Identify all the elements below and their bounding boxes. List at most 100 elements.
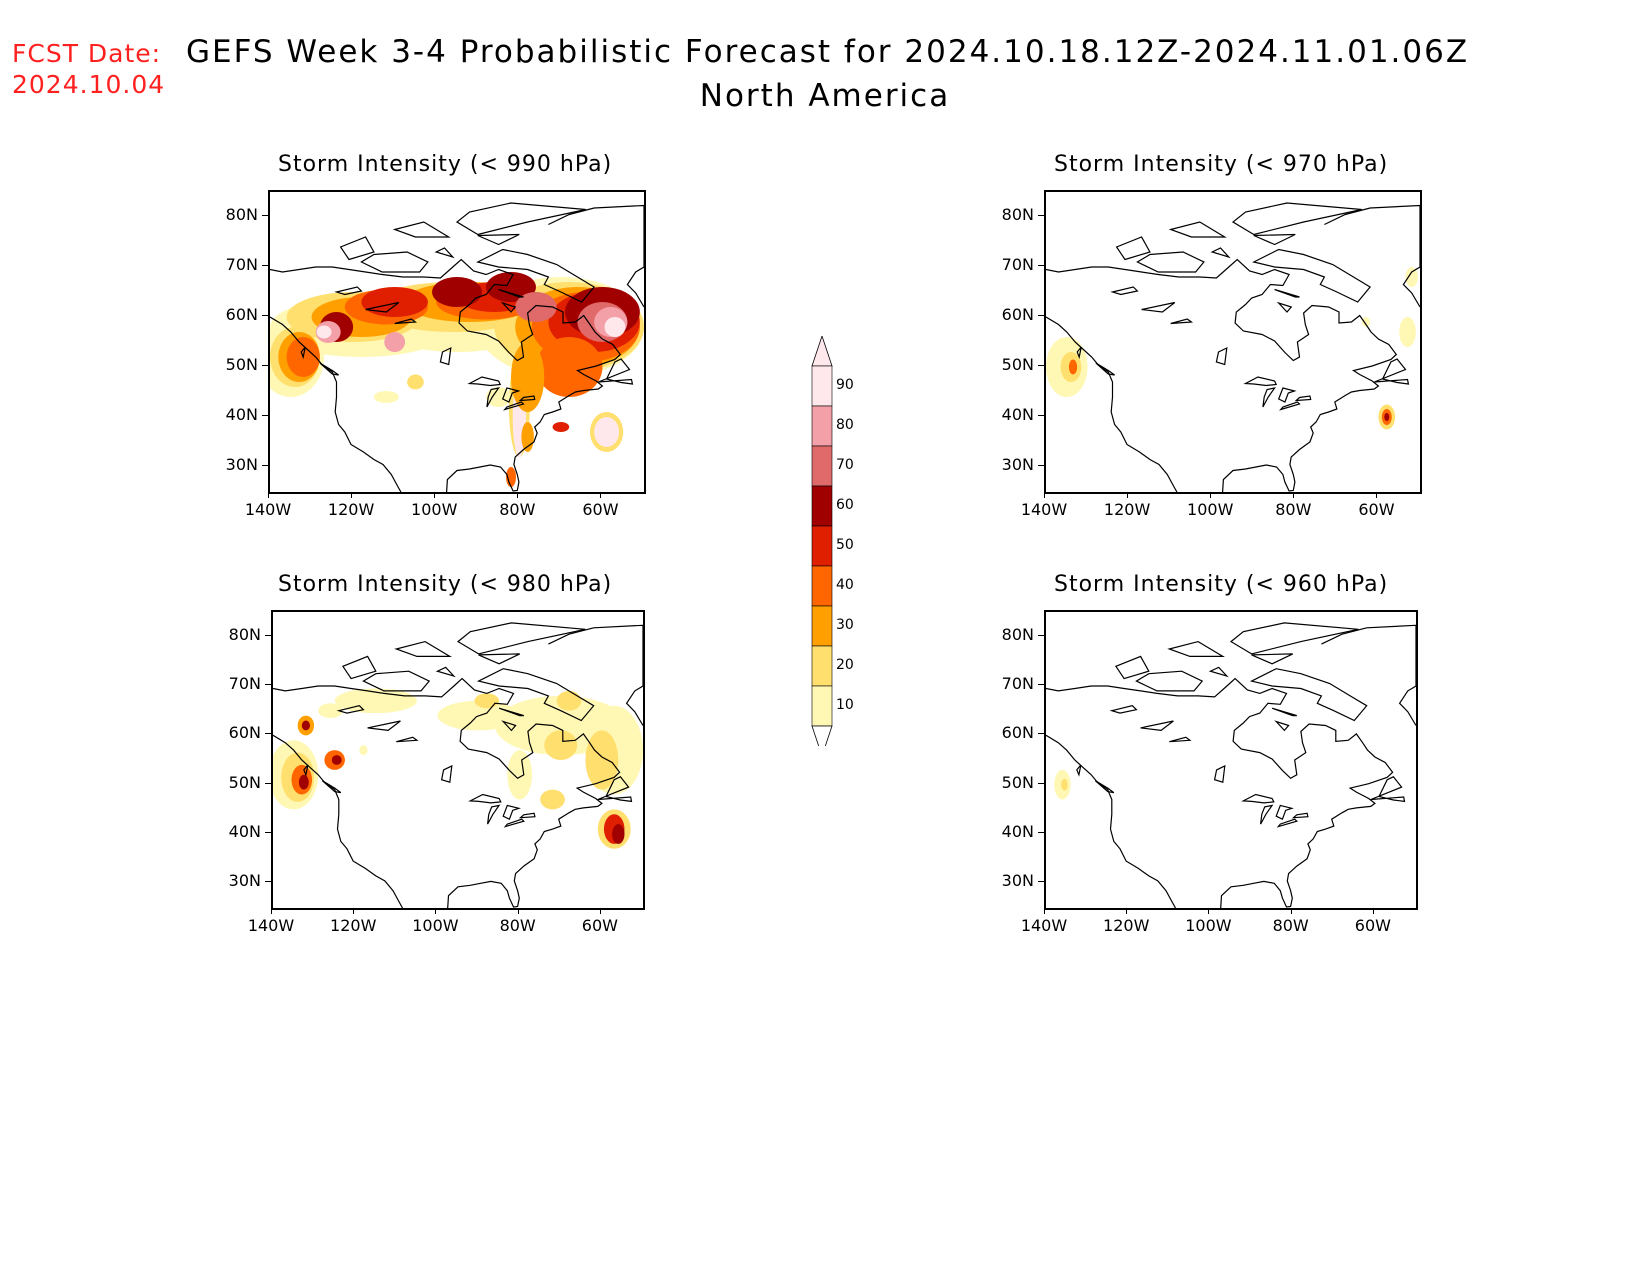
legend-swatch — [811, 565, 833, 607]
coastline — [334, 286, 363, 296]
lat-tick — [1038, 265, 1044, 266]
lon-tick-label: 100W — [1185, 916, 1232, 935]
coastline — [501, 720, 517, 732]
coastline — [1076, 346, 1082, 360]
probability-shade — [316, 325, 332, 339]
coastline — [1275, 804, 1294, 821]
coastline — [1321, 624, 1416, 726]
lon-tick-label: 100W — [411, 500, 458, 519]
coastline — [341, 655, 377, 680]
lat-tick-label: 40N — [1001, 822, 1034, 841]
coastline — [1243, 376, 1278, 387]
lat-tick — [1038, 684, 1044, 685]
lat-tick-label: 40N — [228, 822, 261, 841]
legend-label: 30 — [836, 617, 854, 633]
probability-shade — [1405, 267, 1418, 287]
coastline — [1115, 236, 1151, 261]
lat-tick — [1038, 881, 1044, 883]
coastline — [1109, 705, 1138, 714]
coastline — [1274, 720, 1290, 732]
lon-tick-label: 120W — [1103, 916, 1150, 935]
probability-shade — [552, 422, 570, 432]
coastline — [336, 705, 365, 714]
coastline — [518, 812, 536, 819]
lon-tick-label: 60W — [1354, 916, 1391, 935]
probability-shade — [585, 730, 619, 790]
coastline — [1046, 677, 1394, 908]
coastline — [1276, 818, 1298, 828]
map-panel — [268, 190, 646, 494]
coastline — [1241, 793, 1275, 804]
map-canvas — [270, 202, 644, 492]
lat-tick-label: 70N — [228, 674, 261, 693]
lon-tick — [353, 908, 355, 914]
coastline — [1169, 736, 1192, 743]
lat-tick — [1038, 634, 1044, 636]
probability-shade — [515, 292, 557, 322]
coastline — [339, 236, 375, 261]
coastline — [439, 346, 452, 366]
lat-tick — [1038, 365, 1044, 366]
coastline — [1210, 247, 1231, 259]
coastline — [478, 653, 520, 665]
lat-tick-label: 70N — [225, 255, 258, 274]
coastline — [503, 401, 525, 411]
coastline — [1141, 301, 1176, 313]
lon-tick — [1044, 908, 1045, 914]
panel-title: Storm Intensity (< 970 hPa) — [1054, 152, 1389, 177]
legend-swatch — [811, 445, 833, 487]
lat-tick-label: 60N — [225, 305, 258, 324]
coastline — [1294, 395, 1312, 402]
lon-tick — [599, 908, 601, 914]
lon-tick — [1126, 908, 1128, 914]
probability-shade — [361, 287, 428, 317]
probability-shade — [331, 755, 342, 765]
coastline — [303, 764, 309, 777]
lat-tick — [265, 782, 271, 784]
coastline — [1271, 707, 1297, 717]
lon-tick — [517, 908, 519, 914]
coastline — [1095, 362, 1115, 376]
lon-tick — [1127, 492, 1129, 498]
probability-shade — [432, 277, 482, 307]
map-canvas — [1046, 202, 1420, 492]
lat-tick-label: 70N — [1001, 255, 1034, 274]
coastline — [1253, 233, 1296, 246]
probability-shade — [1399, 317, 1416, 347]
coastline — [1324, 204, 1420, 308]
coastline — [476, 668, 595, 722]
legend-swatch — [811, 605, 833, 647]
coastline — [394, 640, 452, 657]
legend-label: 70 — [836, 457, 854, 473]
probability-shade — [594, 417, 620, 447]
coastline — [1252, 248, 1372, 303]
lat-tick-label: 50N — [228, 772, 261, 792]
lat-tick — [265, 733, 271, 735]
coastline — [1110, 286, 1139, 296]
coastline — [392, 221, 451, 238]
coastline — [501, 387, 521, 403]
coastline — [1274, 288, 1300, 298]
coastline — [1135, 670, 1204, 692]
forecast-date: FCST Date: 2024.10.04 — [12, 38, 165, 100]
lon-tick — [1290, 908, 1292, 914]
coastline — [477, 233, 520, 246]
coastline — [1046, 316, 1178, 492]
coastline — [487, 804, 501, 825]
coastline — [1279, 401, 1301, 411]
coastline — [455, 202, 586, 236]
map-panel — [1044, 610, 1418, 910]
coastline — [321, 780, 342, 794]
probability-shade — [318, 703, 343, 719]
coastline — [468, 793, 502, 804]
probability-shade — [384, 332, 406, 352]
coastline — [1276, 301, 1293, 313]
probability-shade — [535, 337, 603, 397]
legend-swatch — [811, 365, 833, 407]
map-canvas — [273, 622, 643, 908]
lat-tick — [1038, 315, 1044, 316]
lat-tick-label: 60N — [1001, 305, 1034, 324]
lon-tick-label: 80W — [1275, 500, 1312, 519]
coastline — [1114, 655, 1150, 680]
title-line-2: North America — [699, 78, 951, 114]
